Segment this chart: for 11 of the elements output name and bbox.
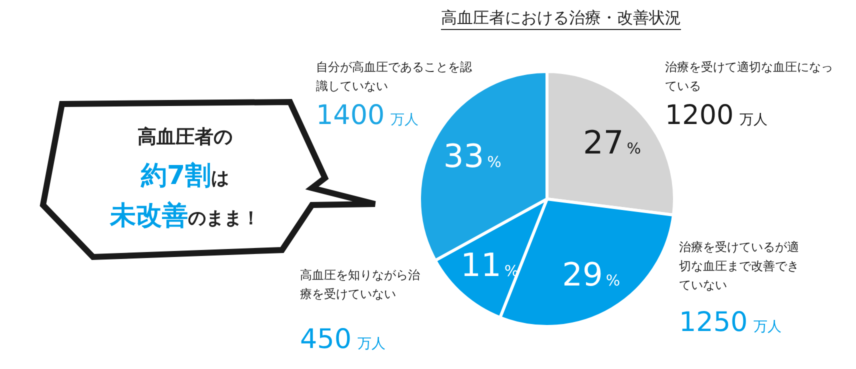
slice-label: 自分が高血圧であることを認識していない	[316, 59, 473, 95]
slice-label: 治療を受けているが適切な血圧まで改善できていない	[679, 239, 800, 294]
text: 高血圧者の	[138, 126, 232, 148]
text: 約7割は	[140, 161, 230, 191]
data-label: 27%	[583, 124, 642, 162]
text: 未改善のまま！	[110, 201, 260, 231]
chart-title: 高血圧者における治療・改善状況	[441, 8, 681, 30]
slice-label: 高血圧を知りながら治療を受けていない	[300, 267, 421, 303]
data-label: 29%	[562, 256, 620, 294]
data-label: 33%	[443, 136, 502, 175]
slice-label: 治療を受けて適切な血圧になっている	[665, 59, 834, 95]
